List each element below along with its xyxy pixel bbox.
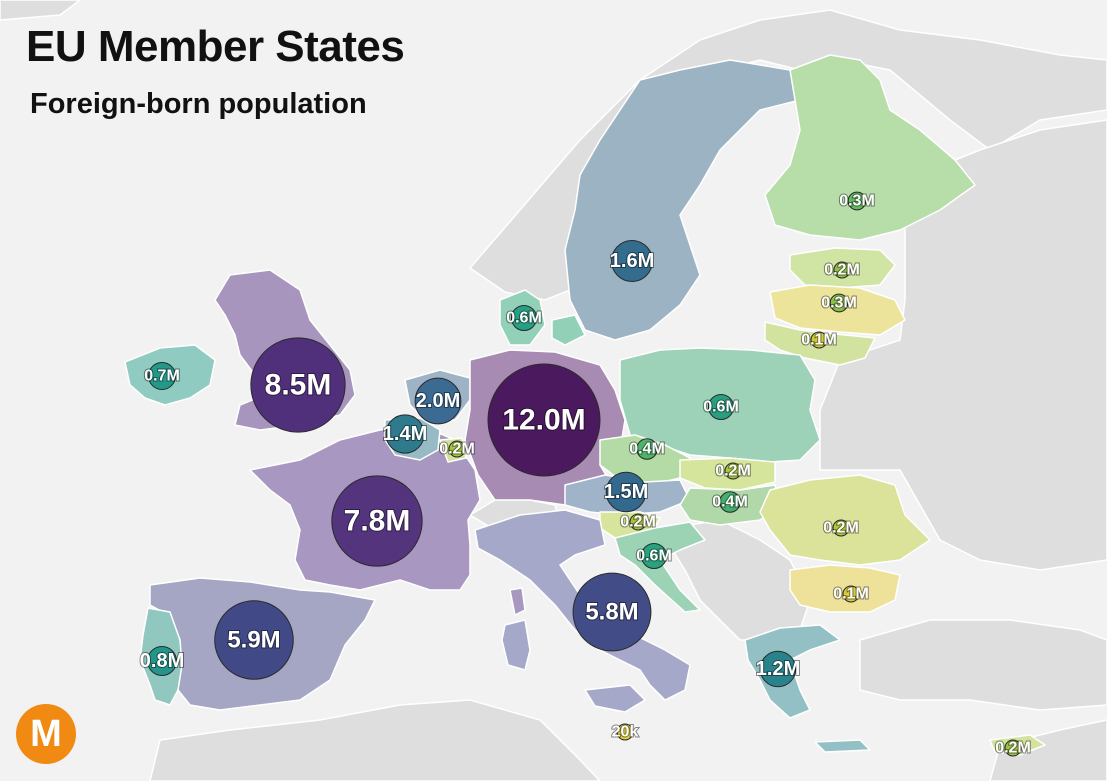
bubble-label-cyprus: 0.2M [995,740,1031,757]
brand-logo: M [16,704,76,764]
bubble-label-france: 7.8M [344,505,411,538]
bubble-malta [616,723,634,741]
bubble-spain [214,600,294,680]
bubble-hungary [719,491,741,513]
bubble-label-finland: 0.3M [839,193,875,210]
bubble-label-uk: 8.5M [265,369,332,402]
country-italy-sicily [584,684,646,713]
bubble-label-luxembourg: 0.2M [439,441,475,458]
bubble-slovenia [629,513,647,531]
bubble-netherlands [414,377,462,425]
bubble-label-netherlands: 2.0M [416,390,460,412]
bubble-label-croatia: 0.6M [636,548,672,565]
page-subtitle: Foreign-born population [30,88,367,120]
turkey [859,619,1107,711]
bubble-label-italy: 5.8M [585,599,638,626]
bubble-portugal [147,646,177,676]
bubble-slovakia [724,462,742,480]
bubble-sweden [611,240,653,282]
bubble-luxembourg [448,440,466,458]
bubble-label-sweden: 1.6M [610,250,654,272]
bubble-belgium [385,414,425,454]
bubble-label-ireland: 0.7M [144,368,180,385]
bubble-denmark [510,304,538,332]
bubble-label-portugal: 0.8M [140,650,184,672]
bubble-italy [572,572,652,652]
bubble-label-czechia: 0.4M [629,441,665,458]
bubble-romania [832,519,850,537]
bubble-label-austria: 1.5M [604,481,648,503]
middle-east [989,719,1107,781]
bubble-greece [759,650,797,688]
bubble-label-denmark: 0.6M [506,310,542,327]
bubble-label-belgium: 1.4M [383,423,427,445]
country-denmark-islands [551,314,586,346]
bubble-croatia [640,542,668,570]
north-africa [149,699,602,781]
bubble-label-latvia: 0.1M [801,332,837,349]
bubble-finland [847,191,867,211]
bubble-label-slovenia: 0.2M [620,514,656,531]
bubble-label-malta: 20k [612,724,639,741]
bubble-lithuania [829,293,849,313]
bubble-estonia [833,261,851,279]
bubble-label-spain: 5.9M [227,627,280,654]
bubble-france [331,475,423,567]
bubble-label-slovakia: 0.2M [715,463,751,480]
bubbles-layer: 12.0M 8.5M 7.8M 5.9M 5.8M 2.0M 1.6M 1.5M 1.4M 1.2… [139,191,1032,758]
bubble-bulgaria [842,585,860,603]
bubble-latvia [810,331,828,349]
bubble-germany [487,363,601,477]
country-italy-sardinia [501,619,531,671]
country-greece-crete [814,739,871,753]
page-title: EU Member States [26,22,405,71]
bubble-label-hungary: 0.4M [712,494,748,511]
country-finland [764,54,976,241]
bubble-austria [605,471,647,513]
bubble-cyprus [1004,739,1022,757]
bubble-uk [250,337,346,433]
bubble-label-germany: 12.0M [502,404,585,437]
iceland-edge [0,0,82,21]
bubble-label-poland: 0.6M [703,399,739,416]
bubble-label-romania: 0.2M [823,520,859,537]
bubble-poland [707,393,735,421]
bubble-label-lithuania: 0.3M [821,295,857,312]
country-france-corsica [509,587,526,616]
russia-east [819,119,1107,571]
country-romania [759,474,931,566]
bubble-czechia [636,438,658,460]
bubble-label-estonia: 0.2M [824,262,860,279]
bubble-label-bulgaria: 0.1M [833,586,869,603]
bubble-ireland [147,361,177,391]
bubble-label-greece: 1.2M [756,658,800,680]
